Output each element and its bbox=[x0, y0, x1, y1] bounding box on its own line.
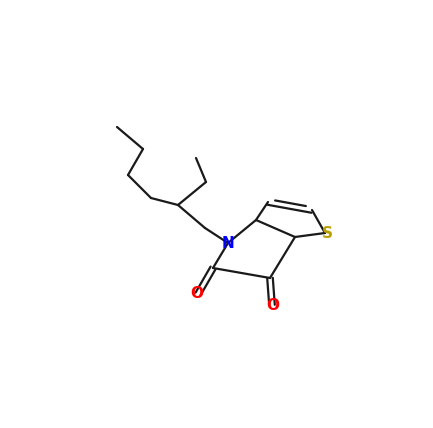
Text: N: N bbox=[222, 235, 234, 250]
Text: S: S bbox=[321, 226, 333, 241]
Text: O: O bbox=[266, 297, 279, 312]
Text: O: O bbox=[191, 286, 204, 301]
